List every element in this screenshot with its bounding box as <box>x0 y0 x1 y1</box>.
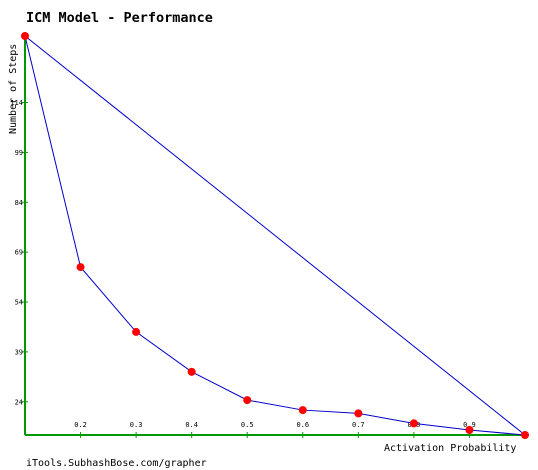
x-tick-label: 0.2 <box>74 421 87 429</box>
y-tick-label: 99 <box>15 149 23 157</box>
y-tick-label: 69 <box>15 249 23 257</box>
data-point <box>187 367 196 376</box>
x-tick-label: 0.4 <box>185 421 198 429</box>
data-point <box>354 409 363 418</box>
x-tick-label: 0.3 <box>130 421 143 429</box>
series-line <box>24 35 526 436</box>
data-point <box>465 426 474 435</box>
closing-line <box>24 35 526 436</box>
data-point <box>298 406 307 415</box>
data-point <box>521 431 529 439</box>
data-point <box>132 327 141 336</box>
x-tick-label: 0.9 <box>463 421 476 429</box>
chart-title: ICM Model - Performance <box>26 10 213 26</box>
y-tick-label: 24 <box>15 398 23 406</box>
footer-credit: iTools.SubhashBose.com/grapher <box>26 458 207 469</box>
x-tick-label: 0.5 <box>241 421 254 429</box>
data-point <box>76 263 85 272</box>
x-tick-label: 0.6 <box>296 421 309 429</box>
data-point <box>21 32 29 40</box>
x-axis-label: Activation Probability <box>384 443 516 454</box>
y-axis-label: Number of Steps <box>8 44 19 134</box>
x-tick-label: 0.7 <box>352 421 365 429</box>
y-tick-label: 54 <box>15 299 23 307</box>
y-tick-label: 39 <box>15 348 23 356</box>
data-point <box>409 419 418 428</box>
data-point <box>243 396 252 405</box>
y-tick-label: 114 <box>10 99 23 107</box>
y-tick-label: 84 <box>15 199 23 207</box>
